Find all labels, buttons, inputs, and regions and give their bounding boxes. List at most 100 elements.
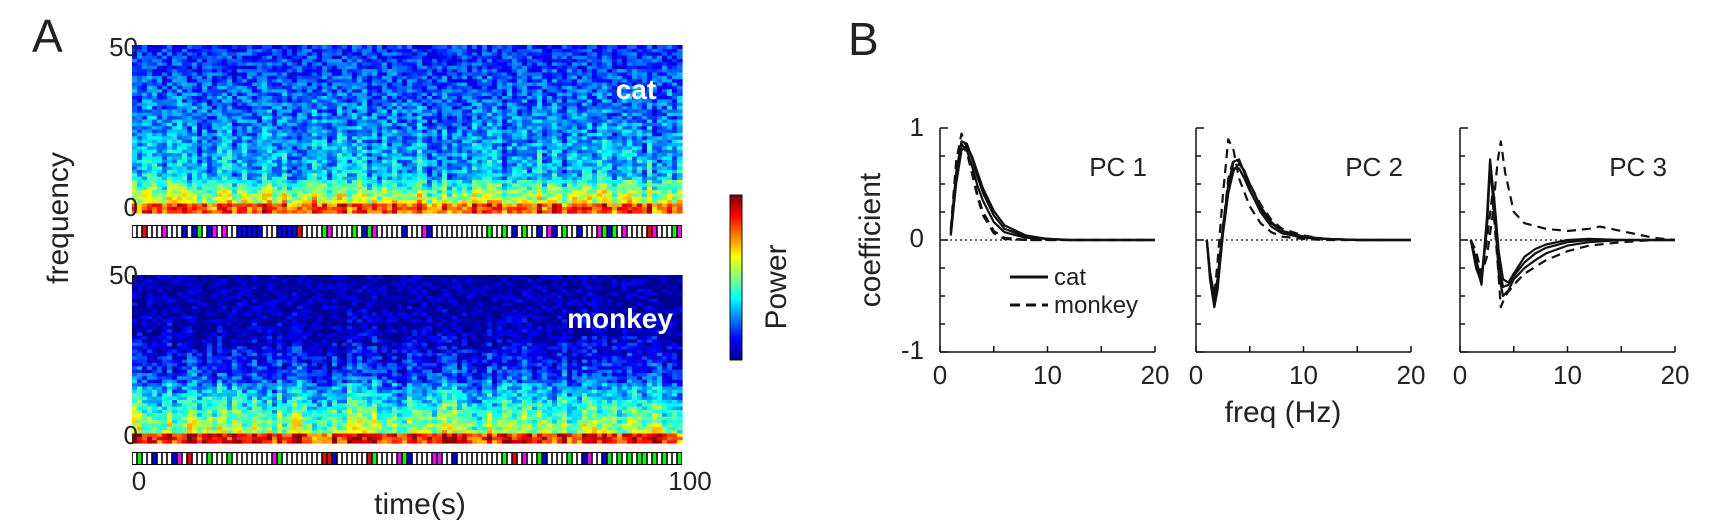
- spectrogram-cell: [482, 55, 488, 60]
- spectrogram-cell: [592, 169, 598, 174]
- spectrogram-cell: [457, 142, 463, 147]
- spectrogram-cell: [302, 202, 308, 207]
- spectrogram-cell: [257, 179, 263, 184]
- spectrogram-cell: [262, 206, 268, 211]
- spectrogram-cell: [467, 78, 473, 83]
- spectrogram-cell: [212, 81, 218, 86]
- spectrogram-cell: [147, 186, 153, 191]
- spectrogram-cell: [322, 58, 328, 63]
- spectrogram-cell: [147, 192, 153, 197]
- spectrogram-cell: [132, 186, 138, 191]
- spectrogram-cell: [347, 51, 353, 56]
- spectrogram-cell: [517, 165, 523, 170]
- spectrogram-cell: [562, 125, 568, 130]
- spectrogram-cell: [457, 176, 463, 180]
- spectrogram-cell: [367, 112, 373, 117]
- spectrogram-cell: [422, 81, 428, 86]
- spectrogram-cell: [412, 206, 418, 211]
- spectrogram-cell: [582, 102, 588, 107]
- spectrogram-cell: [197, 112, 203, 117]
- spectrogram-cell: [302, 145, 308, 150]
- spectrogram-cell: [137, 88, 143, 93]
- spectrogram-cell: [242, 115, 248, 120]
- spectrogram-cell: [582, 118, 588, 123]
- spectrogram-cell: [562, 118, 568, 123]
- spectrogram-cell: [152, 162, 158, 167]
- spectrogram-cell: [417, 169, 423, 174]
- spectrogram-cell: [432, 202, 438, 207]
- spectrogram-cell: [297, 192, 303, 197]
- spectrogram-cell: [292, 68, 298, 73]
- spectrogram-cell: [572, 206, 578, 211]
- spectrogram-cell: [187, 152, 193, 157]
- spectrogram-cell: [357, 199, 363, 204]
- spectrogram-cell: [502, 65, 508, 70]
- spectrogram-cell: [342, 85, 348, 90]
- spectrogram-cell: [327, 129, 333, 133]
- spectrogram-cell: [217, 139, 223, 144]
- spectrogram-cell: [187, 55, 193, 60]
- spectrogram-cell: [137, 132, 143, 137]
- spectrogram-cell: [617, 61, 623, 66]
- spectrogram-cell: [537, 189, 543, 194]
- spectrogram-cell: [407, 165, 413, 170]
- spectrogram-cell: [382, 55, 388, 60]
- spectrogram-cell: [497, 142, 503, 147]
- spectrogram-cell: [247, 108, 253, 113]
- spectrogram-cell: [437, 61, 443, 66]
- spectrogram-cell: [282, 45, 288, 49]
- spectrogram-cell: [427, 142, 433, 147]
- spectrogram-cell: [432, 165, 438, 170]
- spectrogram-cell: [167, 71, 173, 76]
- spectrogram-cell: [152, 155, 158, 160]
- spectrogram-cell: [437, 58, 443, 63]
- spectrogram-cell: [247, 102, 253, 107]
- spectrogram-cell: [252, 55, 258, 60]
- spectrogram-cell: [437, 145, 443, 150]
- spectrogram-cell: [182, 88, 188, 93]
- spectrogram-cell: [432, 105, 438, 110]
- spectrogram-cell: [332, 132, 338, 137]
- spectrogram-cell: [427, 149, 433, 154]
- spectrogram-cell: [462, 81, 468, 86]
- spectrogram-cell: [382, 48, 388, 53]
- spectrogram-cell: [622, 202, 628, 207]
- spectrogram-cell: [297, 209, 303, 214]
- spectrogram-cell: [252, 68, 258, 73]
- spectrogram-cell: [462, 135, 468, 140]
- spectrogram-cell: [242, 129, 248, 133]
- spectrogram-cell: [402, 142, 408, 147]
- spectrogram-cell: [222, 172, 228, 177]
- spectrogram-cell: [202, 129, 208, 133]
- spectrogram-cell: [482, 102, 488, 107]
- spectrogram-cell: [367, 159, 373, 164]
- spectrogram-cell: [277, 112, 283, 117]
- spectrogram-cell: [152, 65, 158, 70]
- spectrogram-cell: [572, 159, 578, 164]
- spectrogram-cell: [512, 85, 518, 90]
- spectrogram-cell: [307, 206, 313, 211]
- spectrogram-cell: [627, 209, 633, 214]
- spectrogram-cell: [172, 68, 178, 73]
- spectrogram-cell: [492, 132, 498, 137]
- spectrogram-cell: [272, 115, 278, 120]
- spectrogram-cell: [512, 102, 518, 107]
- spectrogram-cell: [587, 179, 593, 184]
- spectrogram-cell: [397, 88, 403, 93]
- spectrogram-cell: [162, 85, 168, 90]
- spectrogram-cell: [592, 149, 598, 154]
- spectrogram-cell: [432, 189, 438, 194]
- spectrogram-cell: [442, 179, 448, 184]
- spectrogram-cell: [507, 75, 513, 80]
- spectrogram-cell: [142, 125, 148, 130]
- spectrogram-cell: [582, 92, 588, 96]
- spectrogram-cell: [612, 179, 618, 184]
- spectrogram-cell: [447, 182, 453, 187]
- spectrogram-cell: [302, 176, 308, 180]
- spectrogram-cell: [157, 122, 163, 127]
- spectrogram-cell: [142, 88, 148, 93]
- spectrogram-cell: [177, 199, 183, 204]
- spectrogram-cell: [357, 55, 363, 60]
- spectrogram-cell: [417, 132, 423, 137]
- spectrogram-cell: [587, 68, 593, 73]
